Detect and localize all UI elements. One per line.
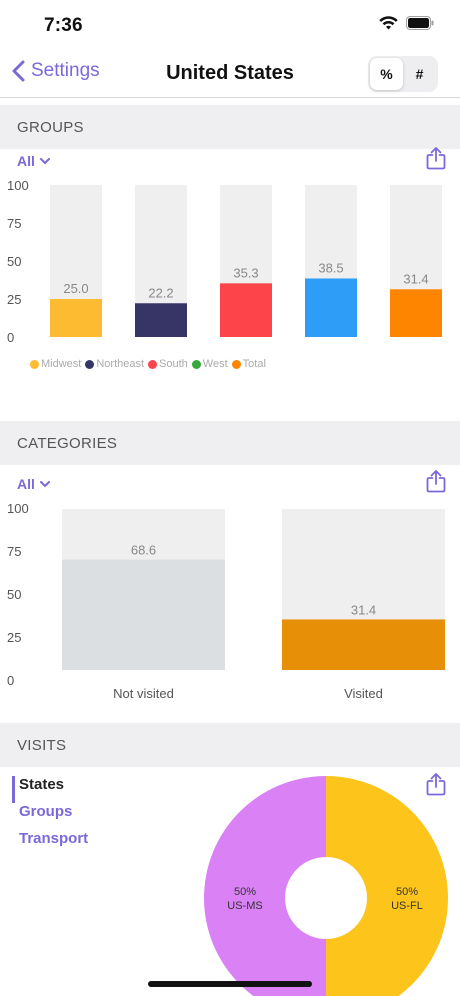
data-label: 31.4 <box>351 602 376 617</box>
y-tick-label: 25 <box>7 630 21 645</box>
bar-west <box>305 278 357 337</box>
y-tick-label: 50 <box>7 254 21 269</box>
groups-header-label: GROUPS <box>17 119 84 136</box>
count-segment[interactable]: # <box>415 66 424 82</box>
slice-name-label: US-FL <box>391 900 423 912</box>
status-bar: 7:36 <box>0 0 460 50</box>
share-icon <box>426 773 446 796</box>
legend-item-northeast: Northeast <box>85 358 144 370</box>
status-time: 7:36 <box>44 15 83 36</box>
visits-item-transport[interactable]: Transport <box>19 830 89 847</box>
y-tick-label: 0 <box>7 330 14 345</box>
legend-dot <box>148 359 158 369</box>
back-button-label: Settings <box>31 60 100 81</box>
categories-filter-dropdown[interactable]: All <box>17 476 50 492</box>
data-label: 25.0 <box>63 281 88 296</box>
share-icon <box>426 470 446 493</box>
legend-label: Midwest <box>41 358 82 370</box>
categories-header-label: CATEGORIES <box>17 435 118 452</box>
chevron-down-icon <box>39 480 50 487</box>
groups-filter-label: All <box>17 153 35 169</box>
data-label: 22.2 <box>148 285 173 300</box>
back-button[interactable]: Settings <box>12 60 100 82</box>
percent-segment[interactable]: % <box>370 58 403 90</box>
navigation-bar: Settings United States % # <box>0 50 460 98</box>
y-tick-label: 75 <box>7 216 21 231</box>
x-tick-label: Visited <box>344 686 383 701</box>
data-label: 38.5 <box>318 260 343 275</box>
home-indicator <box>148 981 312 987</box>
y-tick-label: 100 <box>7 178 29 193</box>
visits-share-button[interactable] <box>426 772 446 801</box>
y-tick-label: 0 <box>7 673 14 688</box>
legend-label: Northeast <box>96 358 145 370</box>
legend-label: South <box>159 358 188 370</box>
groups-share-button[interactable] <box>426 146 446 175</box>
bar-total <box>390 289 442 337</box>
data-label: 35.3 <box>233 265 258 280</box>
groups-section-header: GROUPS <box>0 105 460 149</box>
visits-header-label: VISITS <box>17 737 67 754</box>
x-tick-label: Not visited <box>113 686 174 701</box>
legend-item-west: West <box>191 358 228 370</box>
y-tick-label: 25 <box>7 292 21 307</box>
legend-item-total: Total <box>231 358 266 370</box>
slice-name-label: US-MS <box>227 900 262 912</box>
y-tick-label: 100 <box>7 501 29 516</box>
categories-share-button[interactable] <box>426 469 446 498</box>
visits-section-header: VISITS <box>0 723 460 767</box>
visits-donut-chart: 50% US-FL 50% US-MS <box>204 776 448 996</box>
bar-not-visited <box>62 559 225 670</box>
legend-dot <box>30 359 39 369</box>
visits-mode-list: States Groups Transport <box>12 776 88 857</box>
categories-filter-label: All <box>17 476 35 492</box>
share-icon <box>426 147 446 170</box>
data-label: 31.4 <box>403 271 428 286</box>
groups-bar-chart: 100 75 50 25 0 25.0 22.2 35.3 38.5 31.4 <box>7 178 442 345</box>
slice-us-fl <box>326 776 448 996</box>
y-tick-label: 75 <box>7 544 21 559</box>
legend-dot <box>191 359 201 369</box>
groups-filter-dropdown[interactable]: All <box>17 153 50 169</box>
wifi-icon <box>379 16 398 30</box>
data-label: 68.6 <box>131 543 156 558</box>
categories-bar-chart: 100 75 50 25 0 68.6 Not visited 31.4 Visited <box>7 501 445 701</box>
categories-section-header: CATEGORIES <box>0 421 460 465</box>
slice-us-ms <box>204 776 326 996</box>
slice-value-label: 50% <box>396 886 418 898</box>
legend-item-south: South <box>148 358 188 370</box>
legend-dot <box>85 359 95 369</box>
bar-south <box>220 283 272 337</box>
slice-value-label: 50% <box>234 886 256 898</box>
legend-item-midwest: Midwest <box>30 358 81 370</box>
visits-item-groups[interactable]: Groups <box>19 803 73 820</box>
legend-dot <box>231 359 241 369</box>
bar-visited <box>282 619 445 670</box>
battery-icon <box>406 16 434 30</box>
bar-northeast <box>135 303 187 337</box>
y-tick-label: 50 <box>7 587 21 602</box>
bar-midwest <box>50 299 102 337</box>
status-icons <box>379 16 434 30</box>
visits-item-states[interactable]: States <box>12 776 88 803</box>
chevron-down-icon <box>39 157 50 164</box>
groups-legend: Midwest Northeast South West Total <box>30 358 266 370</box>
legend-label: Total <box>242 358 266 370</box>
legend-label: West <box>202 358 228 370</box>
unit-segmented-control: % # <box>368 56 438 92</box>
chevron-left-icon <box>12 60 25 82</box>
